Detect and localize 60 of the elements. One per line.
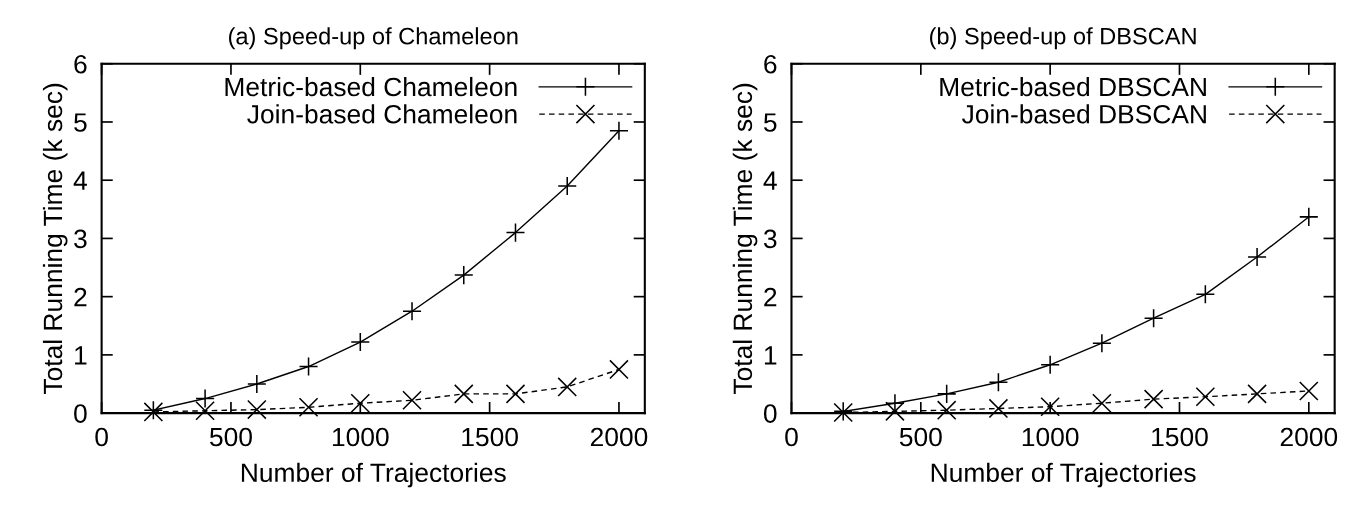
legend-label: Join-based Chameleon bbox=[247, 104, 517, 124]
chart-title: (b) Speed-up of DBSCAN bbox=[930, 27, 1196, 50]
x-tick-label: 1500 bbox=[1152, 427, 1208, 447]
x-tick-label: 2000 bbox=[1280, 427, 1338, 447]
point bbox=[1143, 389, 1164, 409]
point bbox=[936, 400, 957, 420]
legend-label: Join-based DBSCAN bbox=[962, 104, 1206, 124]
y-tick-label: 3 bbox=[74, 229, 87, 249]
point bbox=[505, 222, 526, 243]
point bbox=[195, 388, 215, 409]
point bbox=[1247, 384, 1267, 404]
x-tick-label: 1500 bbox=[462, 427, 518, 447]
x-tick-label: 0 bbox=[95, 427, 108, 447]
y-tick-label: 3 bbox=[763, 229, 777, 249]
x-axis-title: Number of Trajectories bbox=[931, 462, 1196, 488]
y-tick-label: 2 bbox=[74, 287, 87, 307]
y-tick-label: 5 bbox=[74, 113, 87, 132]
point bbox=[1195, 284, 1216, 305]
y-tick-label: 4 bbox=[73, 171, 87, 190]
point bbox=[505, 384, 526, 404]
y-tick-label: 1 bbox=[764, 346, 777, 365]
x-tick-label: 500 bbox=[899, 427, 942, 447]
point bbox=[350, 332, 371, 352]
point bbox=[1040, 396, 1060, 417]
y-tick-label: 6 bbox=[764, 54, 777, 74]
point bbox=[1143, 308, 1164, 328]
y-tick-label: 0 bbox=[74, 404, 87, 423]
point bbox=[936, 384, 957, 404]
point bbox=[453, 384, 474, 404]
x-axis-title: Number of Trajectories bbox=[241, 462, 506, 488]
x-tick-label: 500 bbox=[210, 427, 252, 447]
point bbox=[988, 398, 1009, 419]
point bbox=[1092, 393, 1112, 413]
x-tick-label: 1000 bbox=[1022, 427, 1079, 447]
point bbox=[298, 356, 319, 377]
point bbox=[195, 400, 215, 421]
y-tick-label: 4 bbox=[763, 171, 777, 190]
point bbox=[247, 399, 267, 420]
y-tick-label: 5 bbox=[763, 113, 777, 132]
y-axis-title: Total Running Time (k sec) bbox=[42, 83, 68, 395]
point bbox=[1195, 387, 1216, 407]
point bbox=[350, 393, 371, 413]
y-axis-title: Total Running Time (k sec) bbox=[732, 83, 758, 395]
legend-label: Metric-based DBSCAN bbox=[940, 76, 1206, 97]
point bbox=[609, 359, 629, 380]
y-tick-label: 1 bbox=[75, 346, 87, 365]
point bbox=[988, 372, 1009, 393]
chart-title: (a) Speed-up of Chameleon bbox=[229, 27, 518, 50]
y-tick-label: 2 bbox=[764, 287, 777, 307]
point bbox=[885, 401, 905, 422]
point bbox=[298, 397, 319, 418]
x-tick-label: 2000 bbox=[590, 427, 648, 447]
y-tick-label: 0 bbox=[763, 404, 777, 423]
x-tick-label: 1000 bbox=[332, 427, 389, 447]
point bbox=[402, 390, 422, 411]
point bbox=[557, 377, 578, 397]
x-tick-label: 0 bbox=[785, 427, 798, 447]
point bbox=[1299, 381, 1319, 401]
y-tick-label: 6 bbox=[74, 54, 87, 74]
legend-label: Metric-based Chameleon bbox=[225, 76, 517, 97]
